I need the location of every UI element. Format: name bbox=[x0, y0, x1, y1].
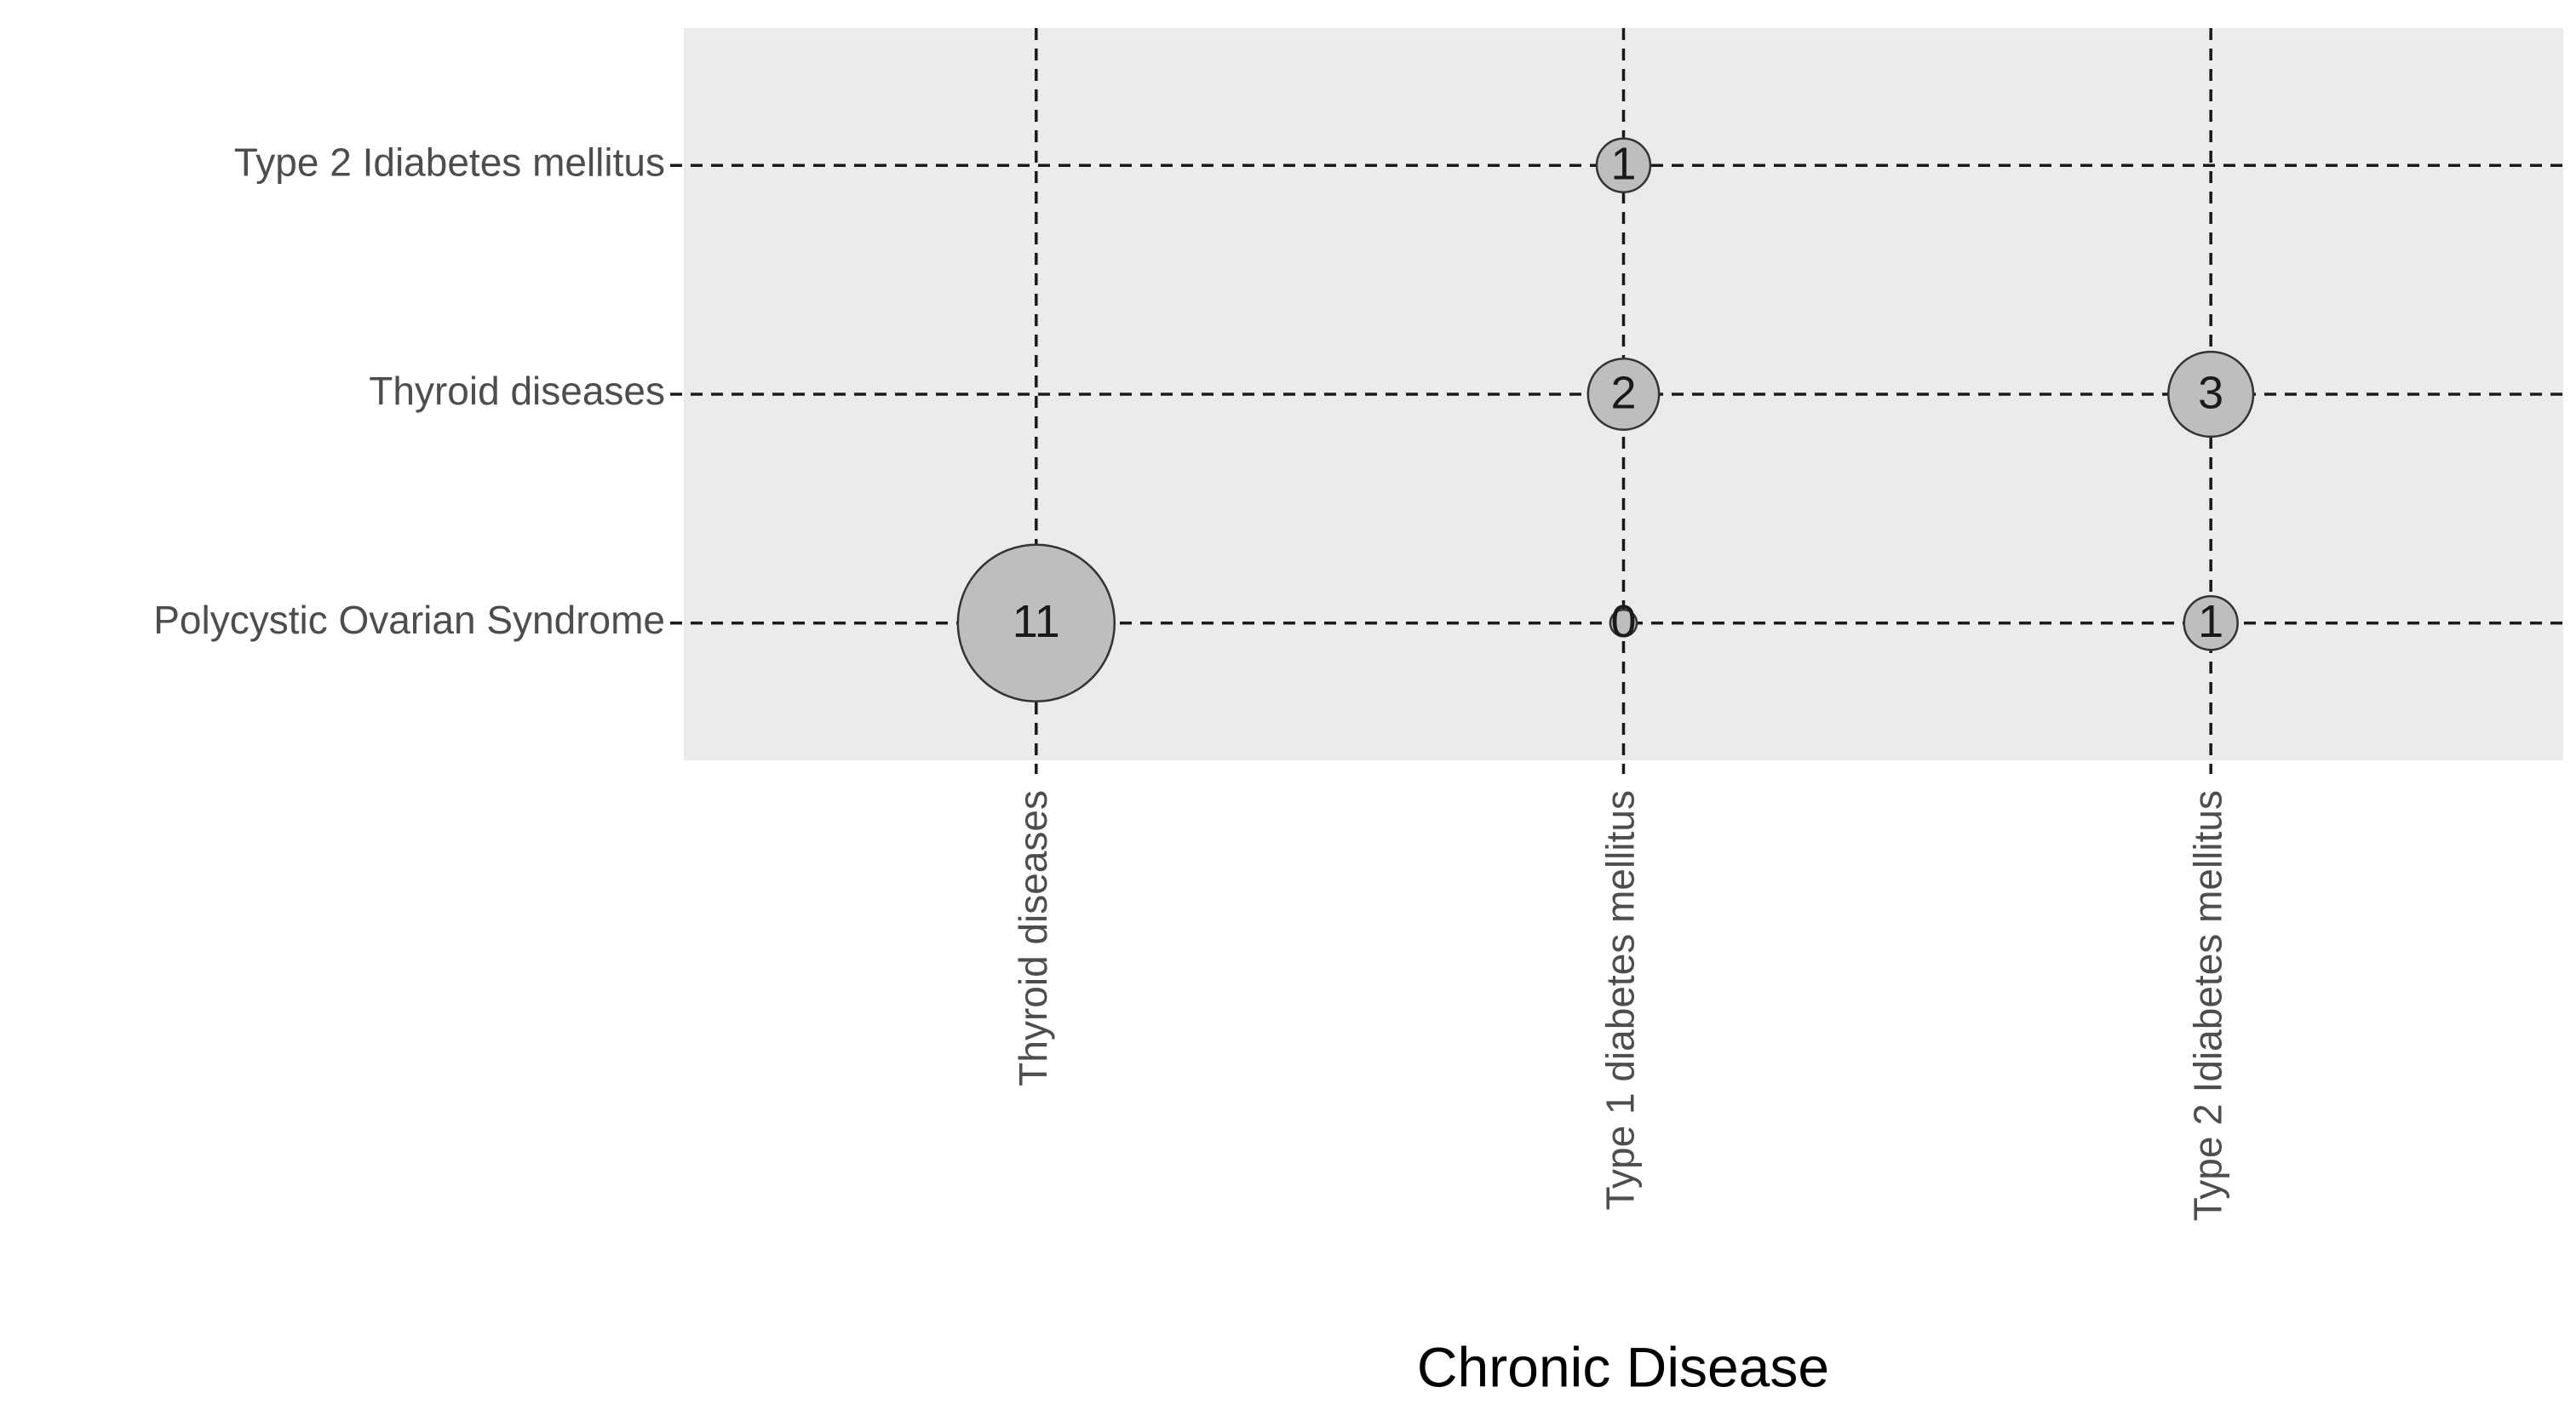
y-tick-label: Thyroid diseases bbox=[369, 369, 665, 413]
bubble bbox=[1595, 137, 1652, 193]
bubble bbox=[1609, 608, 1638, 638]
data-label: 0 bbox=[1610, 596, 1636, 647]
x-axis-title: Chronic Disease bbox=[1417, 1335, 1829, 1398]
data-label: 2 bbox=[1610, 367, 1636, 418]
bubble bbox=[2183, 595, 2239, 651]
x-tick-label: Type 1 diabetes mellitus bbox=[1598, 790, 1643, 1211]
data-label: 1 bbox=[1610, 139, 1636, 190]
data-label: 1 bbox=[2198, 596, 2223, 647]
data-label: 3 bbox=[2198, 367, 2223, 418]
y-tick-label: Polycystic Ovarian Syndrome bbox=[153, 598, 665, 642]
bubble bbox=[2167, 350, 2255, 438]
x-tick-label: Thyroid diseases bbox=[1011, 790, 1055, 1086]
x-tick-label: Type 2 Idiabetes mellitus bbox=[2185, 790, 2229, 1221]
y-tick-label: Type 2 Idiabetes mellitus bbox=[234, 140, 665, 184]
data-label: 11 bbox=[1013, 596, 1060, 647]
bubble bbox=[956, 543, 1116, 702]
bubble bbox=[1586, 358, 1661, 431]
